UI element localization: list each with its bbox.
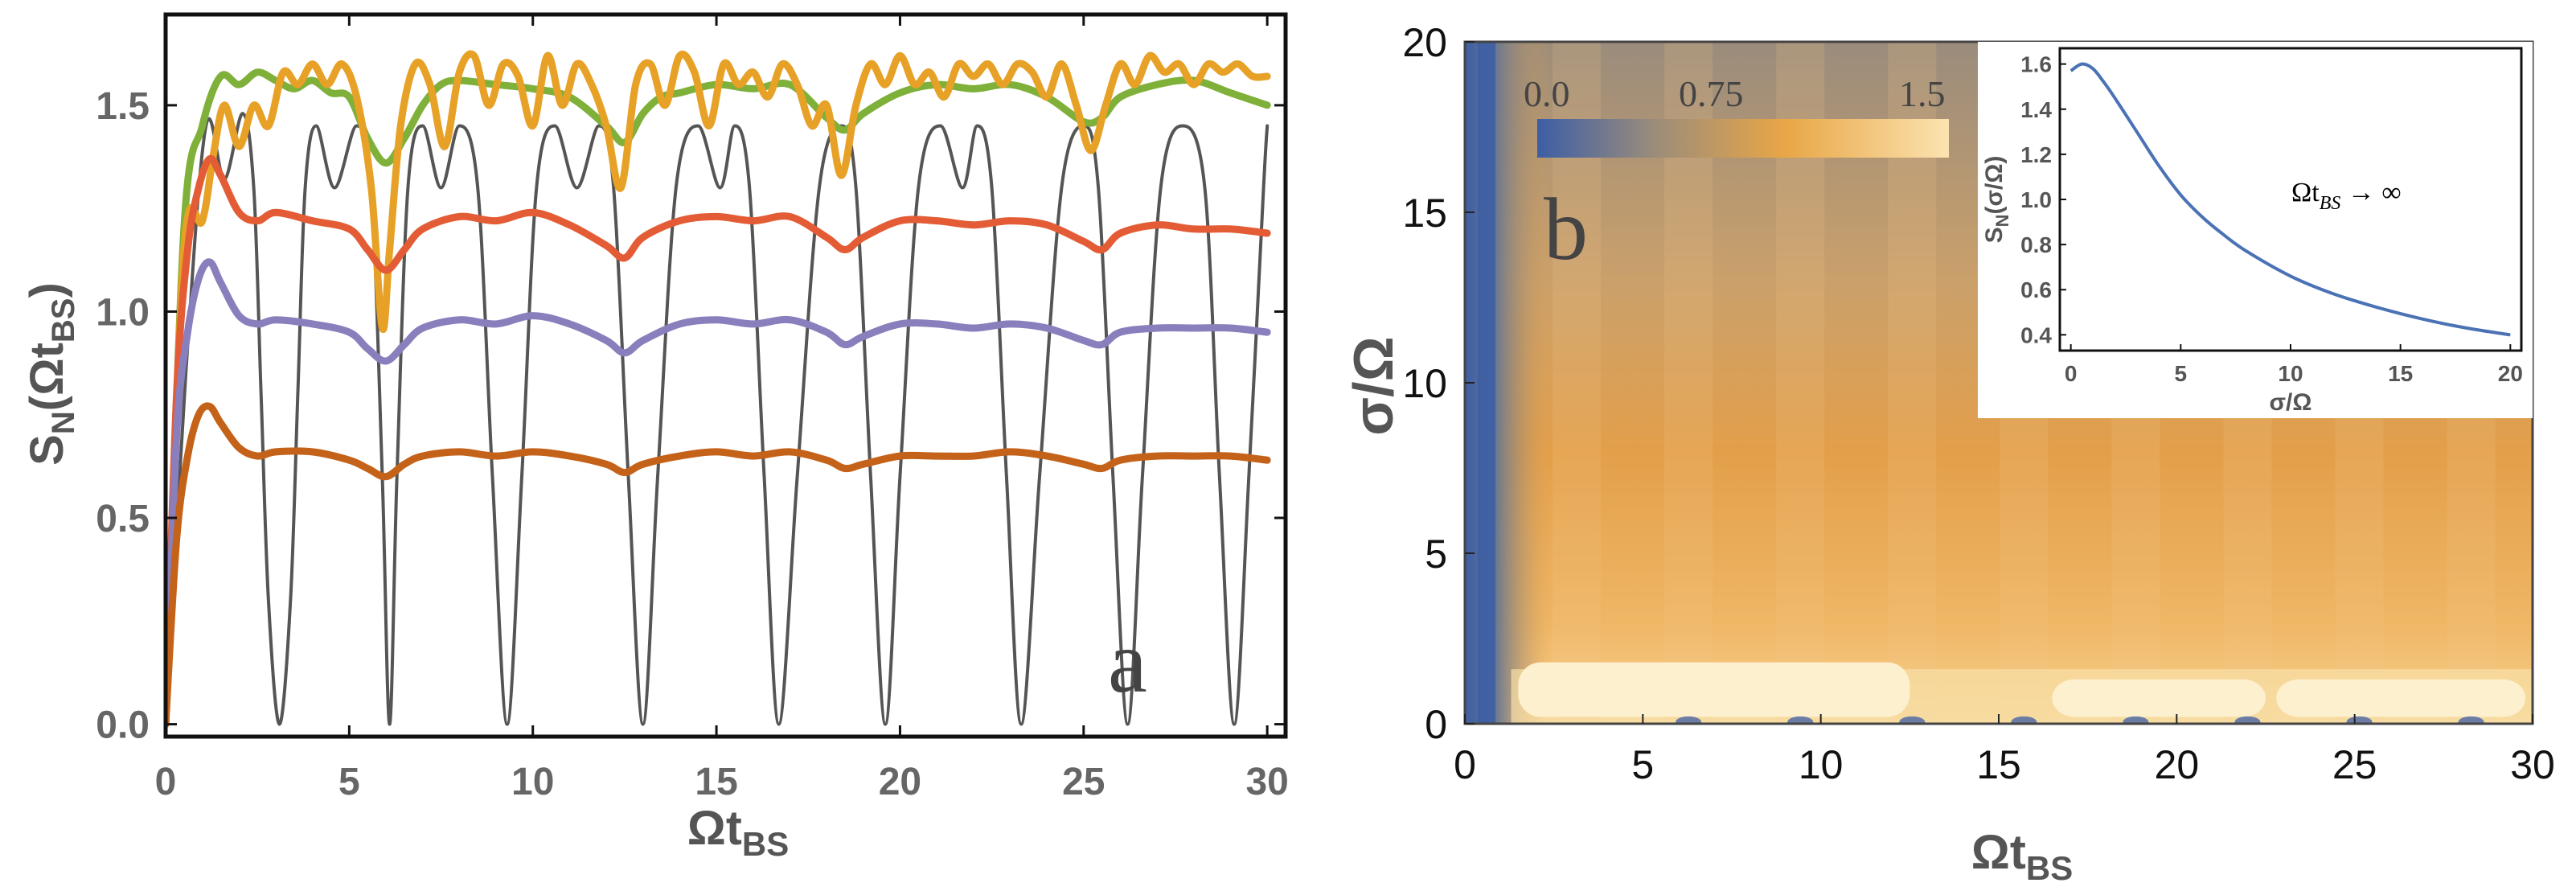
inset-ytick-label: 0.6 [2020,277,2052,302]
heatmap-dark-spot [1676,716,1702,724]
inset-ticks: 0 5 10 15 20 0.4 0.6 0.8 1.0 1.2 1.4 1.6 [2020,52,2523,386]
heatmap-dark-spot [2011,716,2037,724]
panel-a-frame [163,12,1288,739]
inset-xtick-label: 10 [2278,361,2303,386]
series-line-yellow [166,50,1271,729]
panel-a-ytick-label: 0.5 [96,498,150,540]
series-line-red [166,154,1271,729]
panel-b-letter: b [1544,180,1588,278]
panel-b: 0 5 10 15 20 25 30 0 5 10 15 20 0.0 0.75 1.5 b ΩtBS… [1342,20,2555,887]
heatmap-blue-column [1478,42,1495,724]
panel-a-xtick-label: 5 [338,761,360,803]
panel-a-xtick-label: 15 [695,761,737,803]
panel-b-ytick-label: 10 [1402,361,1447,406]
heatmap-dark-spot [2346,716,2373,724]
inset-xtick-label: 15 [2388,361,2413,386]
panel-a-xtick-label: 30 [1245,761,1288,803]
panel-a-xtick-label: 25 [1062,761,1105,803]
panel-a-letter: a [1108,613,1147,711]
panel-a-ytick-label: 1.0 [96,291,150,334]
inset-ylabel: SN(σ/Ω) [1981,156,2012,244]
heatmap-dark-spot [1787,716,1814,724]
series-line-brown [166,402,1271,729]
panel-b-xtick-label: 25 [2332,742,2377,787]
panel-b-ticks: 0 5 10 15 20 25 30 0 5 10 15 20 [1402,20,2554,787]
series-line-purple [166,258,1271,729]
heatmap-bottom-dark-spots [1676,716,2484,724]
heatmap-dark-spot [2123,716,2149,724]
colorbar-gradient [1537,119,1949,158]
panel-a-ytick-label: 0.0 [96,704,150,747]
heatmap-dark-spot [2234,716,2261,724]
panel-b-ylabel: σ/Ω [1342,336,1405,435]
series-line-oscillating [166,112,1270,726]
inset-xtick-label: 0 [2065,361,2078,386]
inset-curve [2069,62,2511,337]
panel-b-xtick-label: 10 [1799,742,1844,787]
panel-a-ytick-label: 1.5 [96,85,150,128]
heatmap-dark-spot [2458,716,2484,724]
panel-a: 0 5 10 15 20 25 30 0.0 0.5 1.0 1.5 a ΩtBS SN(ΩtBS) [21,12,1289,863]
heatmap-bright-blob [2276,679,2526,717]
colorbar-tick-max: 1.5 [1899,73,1946,114]
panel-a-xlabel: ΩtBS [687,801,789,863]
panel-a-ticks: 0 5 10 15 20 25 30 0.0 0.5 1.0 1.5 [96,14,1289,803]
panel-b-xtick-label: 0 [1454,742,1476,787]
inset-ytick-label: 1.6 [2020,52,2052,77]
panel-b-ytick-label: 15 [1402,191,1447,236]
inset-ytick-label: 1.4 [2020,97,2052,122]
heatmap-bottom-bright-band [1511,662,2533,724]
panel-a-series [166,50,1271,729]
panel-b-xtick-label: 30 [2510,742,2555,787]
colorbar-tick-min: 0.0 [1524,73,1570,114]
heatmap-dark-spot [1899,716,1926,724]
inset-ytick-label: 1.2 [2020,142,2052,167]
inset: 0 5 10 15 20 0.4 0.6 0.8 1.0 1.2 1.4 1.6 ΩtBS → ∞ σ… [1978,42,2533,418]
inset-xtick-label: 20 [2498,361,2523,386]
panel-b-ytick-label: 5 [1425,532,1447,577]
inset-annotation: ΩtBS → ∞ [2291,178,2402,214]
heatmap-bright-blob [1518,662,1910,717]
inset-xtick-label: 5 [2175,361,2188,386]
inset-ytick-label: 0.8 [2020,232,2052,257]
colorbar: 0.0 0.75 1.5 [1524,73,1949,158]
panel-a-xtick-label: 0 [155,761,177,803]
panel-b-ytick-label: 0 [1425,702,1447,747]
colorbar-tick-mid: 0.75 [1679,73,1744,114]
panel-b-xtick-label: 20 [2155,742,2200,787]
inset-xlabel: σ/Ω [2270,389,2312,416]
panel-a-xtick-label: 10 [511,761,554,803]
panel-b-ytick-label: 20 [1402,20,1447,65]
panel-a-ylabel: SN(ΩtBS) [21,282,81,466]
inset-ytick-label: 0.4 [2020,322,2052,347]
panel-b-xlabel: ΩtBS [1971,825,2073,887]
heatmap-bright-blob [2052,679,2266,717]
panel-b-xtick-label: 15 [1976,742,2021,787]
inset-ytick-label: 1.0 [2020,187,2052,212]
panel-a-xtick-label: 20 [879,761,921,803]
inset-background [1978,42,2533,418]
panel-b-xtick-label: 5 [1631,742,1654,787]
